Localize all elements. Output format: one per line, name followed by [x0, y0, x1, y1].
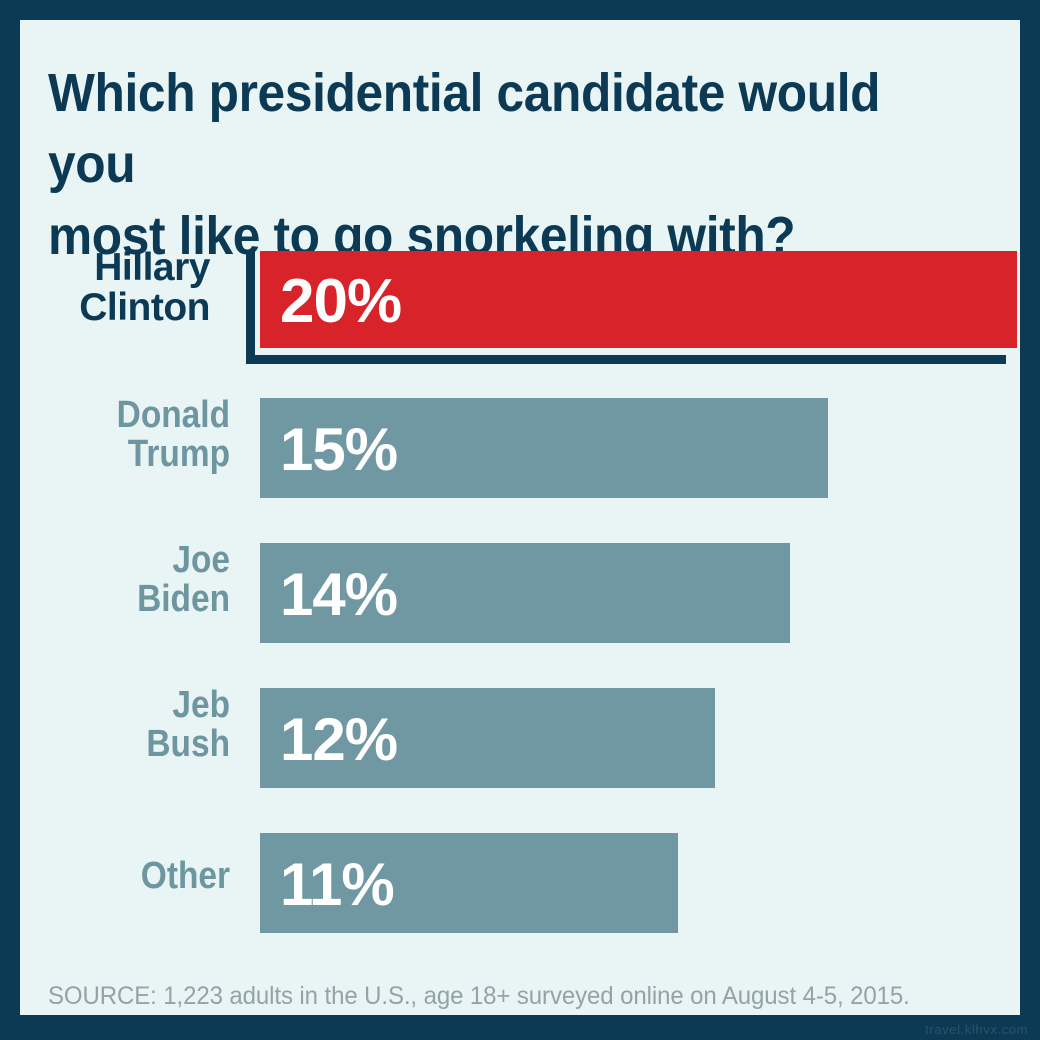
bar-other[interactable]: 11% — [260, 833, 678, 933]
bar-label-line-1: Joe — [172, 539, 230, 581]
bar-label-line-1: Donald — [116, 394, 230, 436]
bar-value-jeb-bush: 12% — [280, 706, 398, 773]
chart-row: Donald Trump 15% — [20, 370, 1020, 515]
bar-chart: Hillary Clinton 20% Donald Trump 15% Joe… — [20, 220, 1020, 933]
bar-jeb-bush[interactable]: 12% — [260, 688, 715, 788]
chart-row: Other 11% — [20, 805, 1020, 950]
bar-donald-trump[interactable]: 15% — [260, 398, 828, 498]
bar-value-joe-biden: 14% — [280, 561, 398, 628]
bar-label-hillary-clinton: Hillary Clinton — [10, 248, 210, 328]
chart-row: Joe Biden 14% — [20, 515, 1020, 660]
bar-label-line-1: Hillary — [94, 246, 210, 289]
bar-label-line-2: Biden — [137, 577, 230, 620]
bar-value-other: 11% — [280, 851, 395, 918]
bar-label-donald-trump: Donald Trump — [28, 396, 230, 474]
bar-label-line-2: Bush — [146, 722, 230, 765]
chart-panel: Which presidential candidate would you mo… — [20, 20, 1020, 1015]
watermark: travel.klhvx.com — [925, 1022, 1028, 1037]
chart-row: Jeb Bush 12% — [20, 660, 1020, 805]
bar-value-hillary-clinton: 20% — [280, 267, 402, 336]
bar-joe-biden[interactable]: 14% — [260, 543, 790, 643]
bar-label-joe-biden: Joe Biden — [28, 541, 230, 619]
bar-label-line-2: Clinton — [79, 285, 210, 329]
bar-label-line-1: Other — [140, 855, 230, 897]
bar-hillary-clinton[interactable]: 20% — [260, 251, 1017, 348]
highlight-bar-frame — [246, 252, 1006, 364]
bar-label-line-2: Trump — [127, 432, 230, 475]
bar-value-donald-trump: 15% — [280, 416, 398, 483]
bar-label-line-1: Jeb — [172, 684, 230, 726]
bar-label-other: Other — [28, 857, 230, 896]
chart-row: Hillary Clinton 20% — [20, 220, 1020, 370]
source-note: SOURCE: 1,223 adults in the U.S., age 18… — [48, 982, 910, 1010]
title-line-1: Which presidential candidate would you — [48, 63, 881, 195]
bar-label-jeb-bush: Jeb Bush — [28, 686, 230, 764]
